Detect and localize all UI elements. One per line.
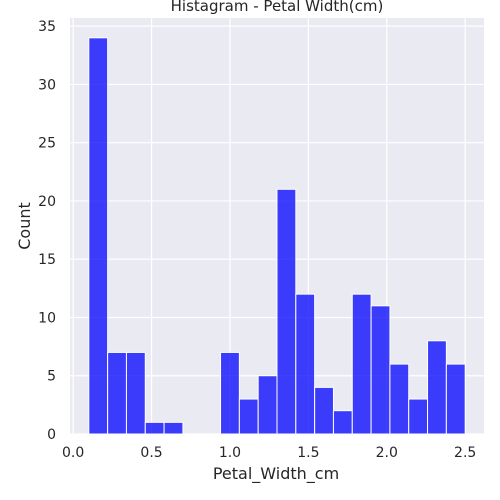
histogram-bar	[351, 293, 372, 435]
histogram-bar	[238, 398, 259, 435]
y-tick-label: 25	[38, 136, 56, 152]
histogram-bar	[314, 386, 334, 435]
histogram-bar	[125, 351, 146, 435]
x-tick-label: 1.0	[219, 445, 241, 461]
histogram-bar	[88, 37, 109, 435]
x-tick-label: 2.5	[454, 445, 476, 461]
y-tick-label: 15	[38, 252, 56, 268]
histogram-bar	[144, 421, 165, 435]
y-tick-label: 5	[47, 369, 56, 385]
x-tick-label: 2.0	[376, 445, 398, 461]
histogram-bar	[107, 351, 127, 435]
histogram-bar	[295, 293, 316, 435]
y-tick-labels: 0 5 10 15 20 25 30 35	[38, 19, 56, 443]
y-tick-label: 20	[38, 194, 56, 210]
histogram-bars	[88, 37, 466, 435]
histogram-bar	[276, 188, 297, 435]
x-tick-label: 1.5	[297, 445, 319, 461]
y-tick-label: 0	[47, 427, 56, 443]
histogram-bar	[257, 375, 278, 435]
histogram-bar	[332, 410, 353, 435]
x-tick-labels: 0.0 0.5 1.0 1.5 2.0 2.5	[62, 445, 476, 461]
x-tick-label: 0.0	[62, 445, 84, 461]
histogram-bar	[220, 351, 240, 435]
x-tick-label: 0.5	[140, 445, 162, 461]
chart-title: Histagram - Petal Width(cm)	[171, 0, 384, 15]
y-tick-label: 35	[38, 19, 56, 35]
histogram-bar	[163, 421, 184, 435]
histogram-bar	[370, 305, 391, 435]
y-axis-label: Count	[15, 202, 34, 250]
x-axis-label: Petal_Width_cm	[213, 464, 339, 484]
histogram-bar	[445, 363, 466, 435]
y-tick-label: 10	[38, 310, 56, 326]
histogram-bar	[427, 340, 447, 435]
y-tick-label: 30	[38, 77, 56, 93]
histogram-bar	[389, 363, 410, 435]
histogram-bar	[408, 398, 429, 435]
